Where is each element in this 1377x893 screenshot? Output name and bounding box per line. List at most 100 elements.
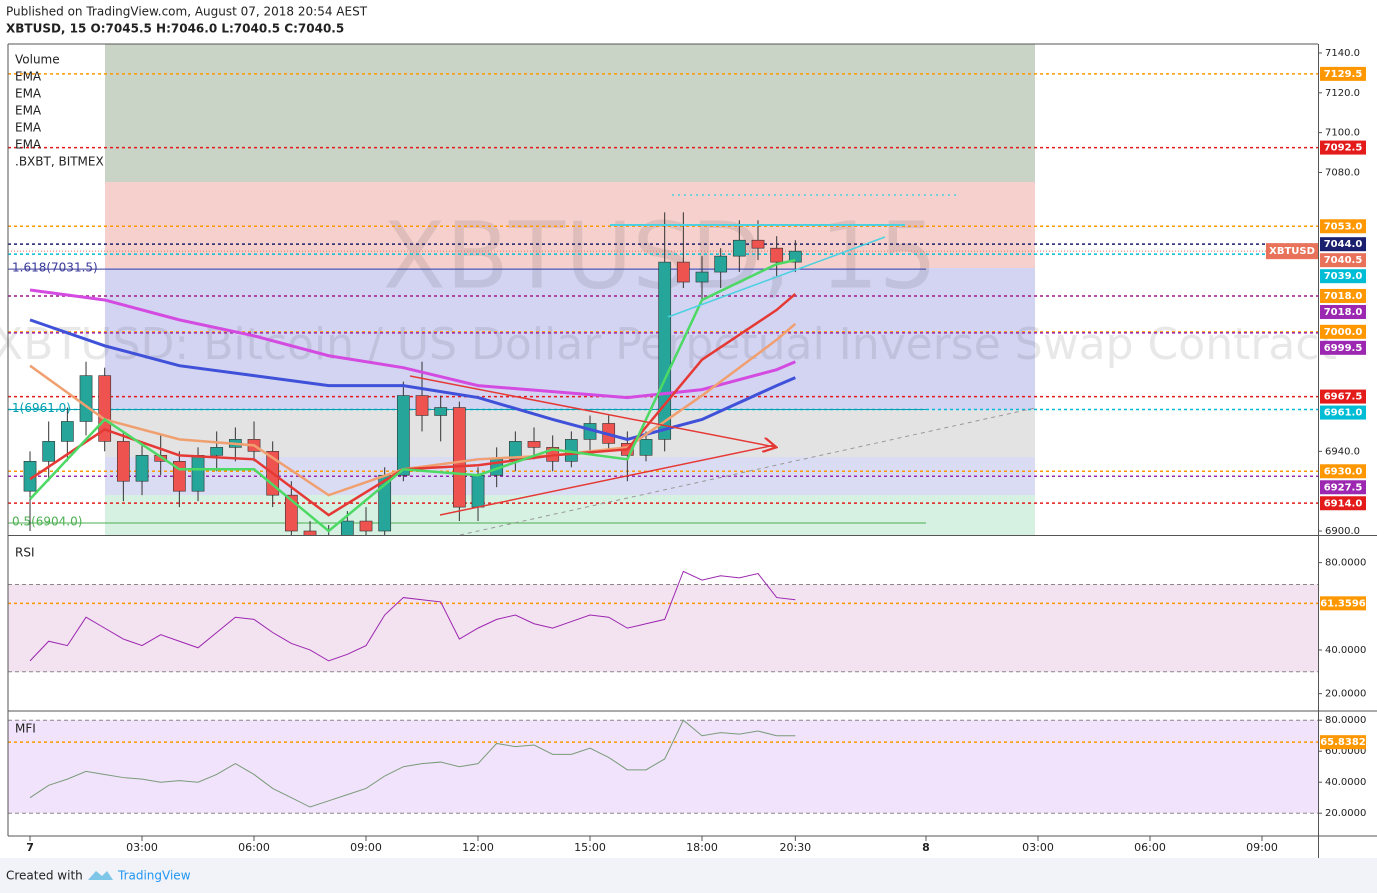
level-label-bg [1320, 480, 1366, 495]
candle-body [60, 421, 74, 442]
candle-body [788, 250, 802, 263]
ema-line [29, 293, 797, 517]
level-label: 65.8382 [1320, 737, 1366, 748]
symbol-line: XBTUSD, 15 O:7045.5 H:7046.0 L:7040.5 C:… [6, 22, 344, 36]
candle-body [527, 441, 541, 448]
level-label: 6927.5 [1324, 482, 1363, 493]
candle-body [303, 530, 317, 535]
y-tick-label: 80.0000 [1325, 558, 1366, 569]
logo [88, 871, 113, 880]
candle-body [732, 239, 746, 257]
y-tick-label: 40.0000 [1325, 777, 1366, 788]
candle-body [695, 271, 709, 283]
level-label: 6961.0 [1324, 408, 1363, 419]
pane-borders [7, 43, 1377, 858]
y-tick-label: 7120.0 [1325, 88, 1360, 99]
level-label: 7040.5 [1324, 255, 1363, 266]
legend-item: .BXBT, BITMEX [15, 155, 104, 169]
candle-body [79, 375, 93, 422]
fib-label: 1.618(7031.5) [12, 261, 98, 275]
trend-line [459, 407, 1036, 536]
candle-body [396, 395, 410, 476]
level-label-bg [1320, 405, 1366, 420]
x-tick-label: 09:00 [1246, 841, 1278, 854]
level-label-bg [1320, 304, 1366, 319]
candle-body [191, 455, 205, 492]
ema-line [29, 258, 796, 533]
last-price-tag: XBTUSD [1269, 246, 1315, 257]
last-price-tag-bg [1266, 243, 1318, 260]
level-label: 6967.5 [1324, 392, 1363, 403]
candle-body [751, 239, 765, 249]
x-tick-label: 18:00 [686, 841, 718, 854]
x-tick-label: 8 [922, 841, 930, 854]
x-tick-label: 12:00 [462, 841, 494, 854]
candle-body [359, 520, 373, 532]
candle-body [770, 247, 784, 263]
y-tick-label: 20.0000 [1325, 808, 1366, 819]
candle-body [452, 407, 466, 508]
level-label: 7053.0 [1324, 221, 1363, 232]
level-label: 6914.0 [1324, 498, 1363, 509]
footer-brand[interactable]: TradingView [117, 869, 191, 883]
footer-bg [0, 858, 1377, 893]
mfi-pane [8, 719, 1318, 814]
y-tick-label: 60.0000 [1325, 746, 1366, 757]
level-label-bg [1320, 66, 1366, 81]
level-label: 7092.5 [1324, 143, 1363, 154]
legend-item: EMA [15, 87, 42, 101]
trend-line [439, 444, 776, 516]
candle-body [639, 439, 653, 456]
candle-body [98, 375, 112, 442]
legend-item: EMA [15, 70, 42, 84]
candle-body [415, 395, 429, 416]
level-label: 7129.5 [1324, 69, 1363, 80]
legend-item: EMA [15, 121, 42, 135]
drawings [409, 194, 1036, 536]
level-label-bg [1320, 496, 1366, 511]
level-label-bg [1320, 389, 1366, 404]
published: Published on TradingView.com, August 07,… [6, 5, 368, 19]
legend-item: EMA [15, 104, 42, 118]
y-tick-label: 80.0000 [1325, 715, 1366, 726]
candle-body [434, 407, 448, 416]
level-label: 7018.0 [1324, 307, 1363, 318]
level-label: 7044.0 [1324, 239, 1363, 250]
legend-item: Volume [15, 53, 60, 67]
rsi-pane [8, 570, 1318, 673]
ema-line [29, 318, 796, 441]
y-tick-label: 7140.0 [1325, 48, 1360, 59]
indicator-line [29, 570, 796, 662]
trend-line [667, 236, 886, 318]
level-label-bg [1320, 735, 1366, 750]
level-label-bg [1320, 253, 1366, 268]
level-label: 7039.0 [1324, 271, 1363, 282]
x-tick-label: 06:00 [1134, 841, 1166, 854]
candle-body [676, 261, 690, 283]
candle-body [471, 474, 485, 508]
level-label-bg [1320, 269, 1366, 284]
zone [105, 44, 1035, 182]
trend-arrow [409, 375, 775, 447]
pane-title: RSI [15, 546, 35, 560]
y-tick-label: 20.0000 [1325, 689, 1366, 700]
legend-item: EMA [15, 138, 42, 152]
candle-body [135, 455, 149, 482]
fib-label: 1(6961.0) [12, 401, 71, 415]
x-tick-label: 03:00 [126, 841, 158, 854]
fib-label: 0.5(6904.0) [12, 515, 82, 529]
level-label-bg [1320, 219, 1366, 234]
level-label-bg [1320, 340, 1366, 355]
level-label: 6930.0 [1324, 466, 1363, 477]
x-tick-label: 20:30 [779, 841, 811, 854]
candle-body [210, 447, 224, 456]
zone [105, 268, 1035, 410]
y-tick-label: 6940.0 [1325, 446, 1360, 457]
y-tick-label: 6900.0 [1325, 526, 1360, 537]
ema-line [29, 322, 797, 497]
x-tick-label: 15:00 [574, 841, 606, 854]
pane-title: MFI [15, 722, 36, 736]
level-label-bg [1320, 596, 1366, 611]
y-tick-label: 40.0000 [1325, 645, 1366, 656]
